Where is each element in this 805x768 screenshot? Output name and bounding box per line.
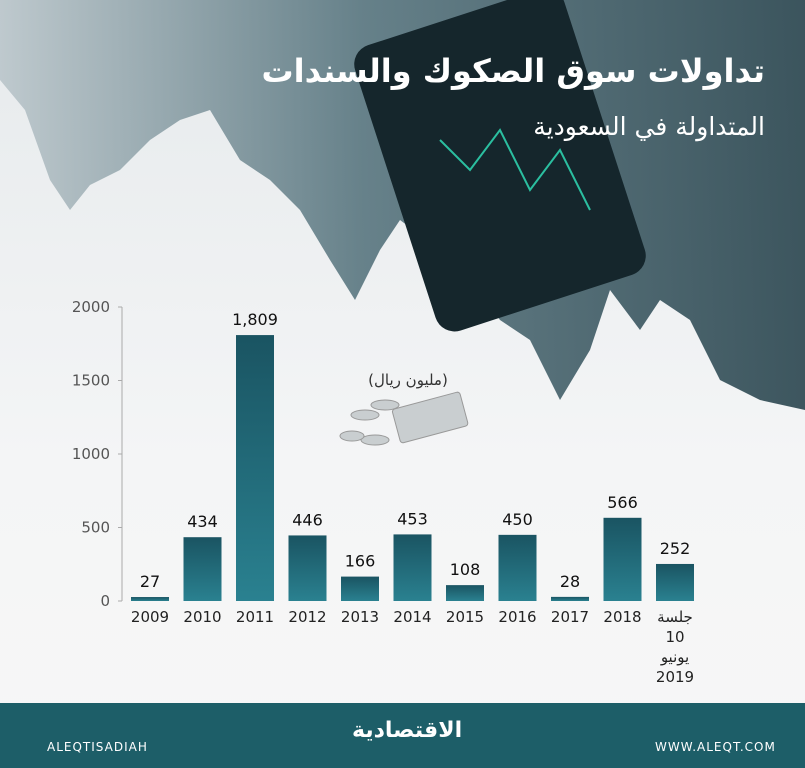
x-tick-label: 2016 [498,608,537,626]
x-tick-label: 2009 [130,608,170,626]
chart-subtitle: المتداولة في السعودية [533,112,765,141]
value-label: 450 [502,510,533,529]
bar [656,563,694,601]
footer-band [0,703,805,768]
bar [498,534,537,601]
x-tick-label: 2015 [445,608,485,626]
phone-graph [439,128,591,211]
bar [131,597,169,601]
value-label: 166 [345,552,376,571]
website: WWW.ALEQT.COM [655,740,776,754]
y-tick-label: 500 [81,519,110,537]
social-handle: ALEQTISADIAH [47,740,148,754]
value-label: 566 [607,493,638,512]
x-tick-label: 2012 [288,608,327,626]
x-tick-label: 2014 [393,608,432,626]
x-tick-label: جلسة 10 يونيو 2019 [655,608,695,686]
bar [393,534,432,601]
brand-logo: الاقتصادية [352,718,463,743]
value-label: 252 [660,539,691,558]
value-label: 453 [397,509,428,528]
phone-image [354,0,646,332]
value-label: 1,809 [232,310,278,329]
x-tick-label: 2011 [235,608,275,626]
x-tick-label: 2017 [550,608,590,626]
y-tick-label: 2000 [72,298,110,316]
unit-label: (مليون ريال) [368,371,448,389]
value-label: 434 [187,512,218,531]
money-icon [339,391,469,446]
value-label: 27 [140,572,160,591]
chart-title: تداولات سوق الصكوك والسندات [261,52,765,90]
y-tick-label: 1000 [72,445,110,463]
bar [446,585,484,601]
bar [603,517,642,601]
bar [288,535,327,601]
x-tick-label: 2010 [183,608,222,626]
y-tick-label: 1500 [72,372,110,390]
y-tick-label: 0 [100,592,110,610]
bar [236,335,274,601]
value-label: 446 [292,510,323,529]
bar [341,576,379,601]
value-label: 28 [560,572,580,591]
x-tick-label: 2013 [340,608,380,626]
value-label: 108 [450,560,481,579]
bar [551,596,589,601]
bar [183,537,222,601]
x-tick-label: 2018 [603,608,642,626]
